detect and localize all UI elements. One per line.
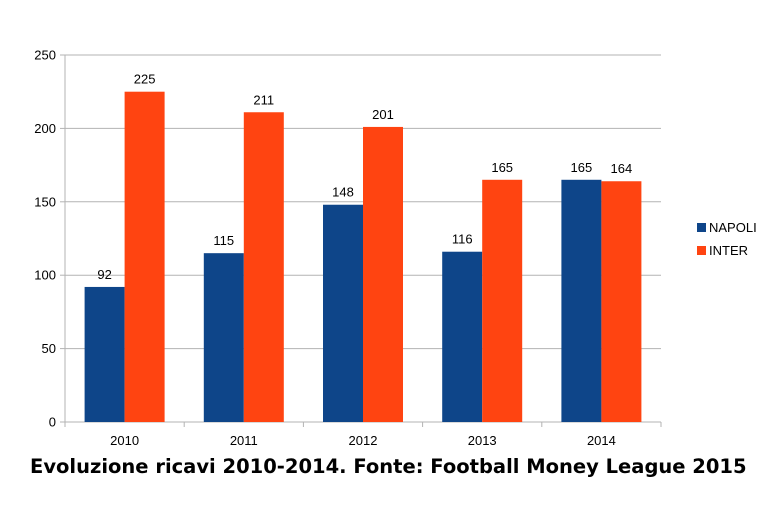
legend-label: INTER [709,243,748,258]
data-labels: 92 225 115 211 148 201 116 165 165 164 [97,72,632,282]
data-label: 201 [372,107,394,122]
data-label: 148 [332,185,354,200]
bars [84,91,642,422]
bar-inter-2013 [482,179,523,422]
y-tick-label: 100 [34,268,56,283]
data-label: 165 [491,160,513,175]
x-tick-label: 2013 [468,433,497,448]
bar-napoli-2011 [203,253,244,422]
bar-napoli-2010 [84,286,125,422]
x-tick-label: 2011 [230,433,258,448]
bar-chart: 0 50 100 150 200 250 2010 2011 2012 2013 2014 92 22… [34,48,757,449]
data-label: 165 [571,160,593,175]
y-tick-label: 150 [34,194,56,209]
bar-inter-2011 [243,112,284,422]
y-tick-label: 250 [34,48,56,63]
bar-inter-2010 [124,91,165,422]
legend-swatch-napoli [697,223,706,232]
x-tick-label: 2010 [110,433,139,448]
y-tick-label: 50 [42,341,56,356]
chart-caption: Evoluzione ricavi 2010-2014. Fonte: Foot… [30,455,747,478]
legend-label: NAPOLI [709,220,757,235]
legend-swatch-inter [697,246,706,255]
bar-inter-2012 [363,126,403,422]
data-label: 92 [97,267,111,282]
bar-napoli-2012 [323,204,363,422]
data-label: 164 [611,161,633,176]
data-label: 225 [134,72,156,87]
data-label: 211 [253,92,274,107]
bar-napoli-2013 [442,251,483,422]
x-tick-label: 2014 [587,433,616,448]
legend: NAPOLI INTER [697,220,757,258]
bar-inter-2014 [601,181,642,422]
y-tick-label: 0 [49,415,56,430]
data-label: 116 [452,232,473,247]
y-tick-label: 200 [34,121,56,136]
data-label: 115 [213,233,234,248]
bar-napoli-2014 [561,179,602,422]
x-tick-label: 2012 [349,433,378,448]
